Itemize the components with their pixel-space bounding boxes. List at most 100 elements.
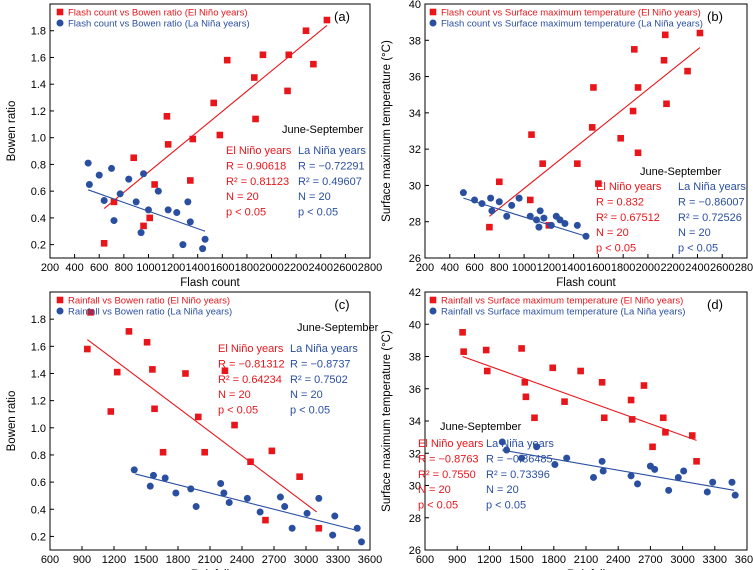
data-point-elnino <box>521 379 529 386</box>
data-point-elnino <box>483 367 491 375</box>
data-point-lanina <box>709 478 717 486</box>
x-tick-label: 1200 <box>102 554 126 566</box>
data-point-elnino <box>151 405 158 413</box>
stat-elnino-n: N = 20 <box>218 389 251 401</box>
stat-elnino-p: p < 0.05 <box>418 500 458 512</box>
y-tick-label: 32 <box>409 448 421 460</box>
y-tick-label: 1.8 <box>31 314 46 326</box>
data-point-lanina <box>201 235 209 243</box>
fit-line-elnino <box>103 24 328 209</box>
data-point-elnino <box>577 367 584 375</box>
data-point-lanina <box>536 207 544 215</box>
x-tick-label: 1400 <box>561 262 585 274</box>
y-tick-label: 34 <box>409 108 421 120</box>
data-point-lanina <box>149 471 157 479</box>
data-point-lanina <box>192 503 200 511</box>
data-point-lanina <box>140 170 148 178</box>
data-point-elnino <box>528 131 535 138</box>
stat-lanina-n: N = 20 <box>678 227 711 239</box>
data-point-lanina <box>561 220 569 228</box>
data-point-lanina <box>573 221 581 229</box>
stat-elnino-n: N = 20 <box>596 227 629 239</box>
y-tick-label: 0.4 <box>31 504 46 516</box>
data-point-elnino <box>302 27 310 35</box>
data-point-elnino <box>496 178 503 186</box>
data-point-elnino <box>296 473 303 480</box>
data-point-lanina <box>547 221 555 229</box>
y-tick-label: 1.0 <box>31 423 46 435</box>
y-tick-label: 32 <box>409 144 421 156</box>
fit-line-lanina <box>502 449 735 491</box>
y-axis-label: Surface maximum temperature (°C) <box>381 40 393 222</box>
data-point-elnino <box>100 239 108 247</box>
x-tick-label: 1200 <box>537 262 561 274</box>
data-point-lanina <box>651 465 659 473</box>
y-tick-label: 42 <box>409 287 421 299</box>
data-point-elnino <box>113 368 121 376</box>
y-tick-label: 36 <box>409 384 421 396</box>
data-point-elnino <box>164 141 172 148</box>
data-point-elnino <box>251 74 258 81</box>
legend-entry: Rainfall vs Surface maximum temperature … <box>441 307 685 318</box>
legend-marker-elnino <box>56 8 64 16</box>
fit-line-elnino <box>462 355 697 441</box>
data-point-lanina <box>503 212 511 220</box>
stat-elnino-n: N = 20 <box>226 191 259 203</box>
data-point-lanina <box>173 209 181 217</box>
data-point-elnino <box>182 370 189 377</box>
stat-lanina-p: p < 0.05 <box>290 405 330 417</box>
x-tick-label: 2100 <box>198 554 222 566</box>
data-point-elnino <box>660 56 668 64</box>
data-point-lanina <box>116 190 124 198</box>
data-point-elnino <box>146 214 153 222</box>
data-point-elnino <box>231 421 238 429</box>
x-tick-label: 600 <box>41 554 59 566</box>
data-point-elnino <box>284 87 291 95</box>
data-point-elnino <box>539 160 546 167</box>
x-tick-label: 2700 <box>262 554 286 566</box>
data-point-elnino <box>110 198 118 206</box>
data-point-elnino <box>315 524 323 532</box>
stat-lanina-n: N = 20 <box>486 484 519 496</box>
fit-line-elnino <box>87 339 317 513</box>
data-point-lanina <box>532 216 540 224</box>
data-point-lanina <box>665 486 673 494</box>
y-axis-label: Bowen ratio <box>6 391 18 452</box>
stat-lanina-n: N = 20 <box>290 389 323 401</box>
stat-elnino-title: El Niño years <box>418 438 484 450</box>
stat-lanina-title: La Niña years <box>486 438 554 450</box>
data-point-elnino <box>149 366 156 373</box>
y-tick-label: 1.2 <box>31 396 46 408</box>
data-point-lanina <box>184 198 192 206</box>
data-point-elnino <box>518 345 525 352</box>
data-point-elnino <box>531 414 538 422</box>
x-tick-label: 1000 <box>512 262 536 274</box>
stat-lanina-r2: R² = 0.72526 <box>678 212 742 224</box>
data-point-lanina <box>281 503 289 511</box>
data-point-elnino <box>522 393 530 401</box>
x-tick-label: 2000 <box>259 262 283 274</box>
x-tick-label: 2700 <box>638 554 662 566</box>
stat-lanina-n: N = 20 <box>298 191 331 203</box>
data-point-elnino <box>526 196 534 204</box>
x-tick-label: 2400 <box>309 262 333 274</box>
y-tick-label: 0.2 <box>31 531 46 543</box>
y-tick-label: 0.2 <box>31 240 46 252</box>
x-tick-label: 3300 <box>703 554 727 566</box>
y-tick-label: 1.6 <box>31 341 46 353</box>
y-tick-label: 34 <box>409 416 421 428</box>
data-point-elnino <box>649 443 656 451</box>
stat-elnino-r: R = 0.832 <box>596 196 644 208</box>
data-point-lanina <box>220 489 228 497</box>
data-point-elnino <box>268 447 276 455</box>
data-point-elnino <box>87 309 94 316</box>
panel-label: (d) <box>707 297 723 312</box>
data-point-lanina <box>95 171 103 179</box>
data-point-lanina <box>563 454 571 462</box>
data-point-lanina <box>582 232 590 240</box>
data-point-lanina <box>598 457 606 465</box>
data-point-lanina <box>471 196 479 204</box>
y-tick-label: 26 <box>409 545 421 557</box>
data-point-elnino <box>574 160 581 167</box>
data-point-lanina <box>331 512 339 520</box>
